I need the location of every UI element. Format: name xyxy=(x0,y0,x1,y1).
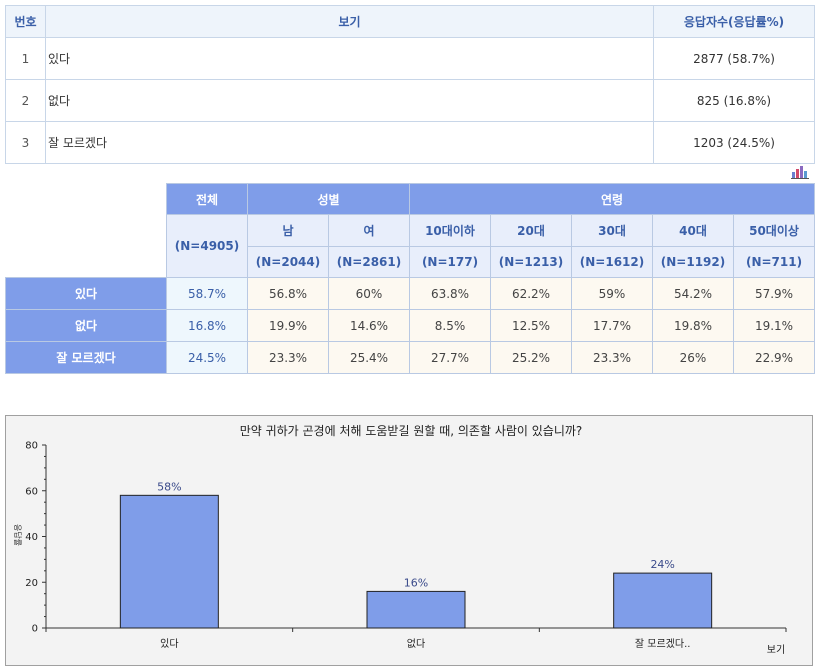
group-header-gender: 성별 xyxy=(247,183,410,215)
y-tick-label: 0 xyxy=(32,624,38,635)
cell: 22.9% xyxy=(732,341,816,374)
col-header: 50대이상 xyxy=(732,214,816,247)
col-n: (N=177) xyxy=(409,246,491,278)
row-label: 없다 xyxy=(45,79,654,122)
response-table: 번호 보기 응답자수(응답률%) 1 있다 2877 (58.7%) 2 없다 … xyxy=(5,5,815,164)
cell: 63.8% xyxy=(409,277,491,310)
bar xyxy=(613,572,713,629)
row-header: 없다 xyxy=(5,309,167,342)
row-label: 잘 모르겠다 xyxy=(45,121,654,164)
cell: 54.2% xyxy=(652,277,734,310)
bar-data-label: 16% xyxy=(404,576,428,589)
table-row: 없다 16.8% 19.9% 14.6% 8.5% 12.5% 17.7% 19… xyxy=(5,309,816,342)
header-count: 응답자수(응답률%) xyxy=(653,5,815,38)
table-row: 잘 모르겠다 24.5% 23.3% 25.4% 27.7% 25.2% 23.… xyxy=(5,341,816,374)
cell: 12.5% xyxy=(490,309,572,342)
row-header: 있다 xyxy=(5,277,167,310)
cell: 19.8% xyxy=(652,309,734,342)
cell: 27.7% xyxy=(409,341,491,374)
cell: 8.5% xyxy=(409,309,491,342)
col-header: 남 xyxy=(247,214,329,247)
col-n: (N=711) xyxy=(732,246,816,278)
bar xyxy=(366,590,466,629)
cell: 56.8% xyxy=(247,277,329,310)
cell: 60% xyxy=(328,277,410,310)
y-tick-label: 40 xyxy=(25,532,38,543)
y-tick-label: 80 xyxy=(25,441,38,452)
header-number: 번호 xyxy=(5,5,46,38)
table-row: 있다 58.7% 56.8% 60% 63.8% 62.2% 59% 54.2%… xyxy=(5,277,816,310)
col-n: (N=2044) xyxy=(247,246,329,278)
bar-chart-svg: 만약 귀하가 곤경에 처해 도움받길 원할 때, 의존할 사람이 있습니까? 응… xyxy=(13,423,787,656)
bar-data-label: 24% xyxy=(650,558,674,571)
row-header: 잘 모르겠다 xyxy=(5,341,167,374)
table-row: 1 있다 2877 (58.7%) xyxy=(5,37,815,80)
x-tick-label: 있다 xyxy=(160,638,178,650)
row-total: 24.5% xyxy=(166,341,248,374)
group-header-age: 연령 xyxy=(408,183,816,215)
cell: 25.4% xyxy=(328,341,410,374)
col-n: (N=1192) xyxy=(652,246,734,278)
chart-title: 만약 귀하가 곤경에 처해 도움받길 원할 때, 의존할 사람이 있습니까? xyxy=(240,423,583,438)
header-option: 보기 xyxy=(45,5,654,38)
cell: 14.6% xyxy=(328,309,410,342)
col-n: (N=2861) xyxy=(328,246,410,278)
col-n: (N=1612) xyxy=(571,246,653,278)
response-table-header: 번호 보기 응답자수(응답률%) xyxy=(5,5,815,38)
bar-data-label: 58% xyxy=(157,480,181,493)
cell: 23.3% xyxy=(247,341,329,374)
table-row: 3 잘 모르겠다 1203 (24.5%) xyxy=(5,121,815,164)
cell: 26% xyxy=(652,341,734,374)
col-header: 30대 xyxy=(571,214,653,247)
row-total: 16.8% xyxy=(166,309,248,342)
x-axis-label: 보기 xyxy=(767,644,785,656)
cell: 57.9% xyxy=(732,277,816,310)
row-value: 825 (16.8%) xyxy=(653,79,815,122)
row-number: 3 xyxy=(5,121,46,164)
row-value: 2877 (58.7%) xyxy=(653,37,815,80)
crosstab-table: 전체 성별 연령 (N=4905) 남 여 10대이하 20대 30대 40대 … xyxy=(5,183,816,374)
y-tick-label: 60 xyxy=(25,486,38,497)
crosstab-corner xyxy=(5,183,167,278)
col-header: 20대 xyxy=(490,214,572,247)
bar-chart-icon[interactable] xyxy=(791,165,809,179)
x-tick-label: 잘 모르겠다.. xyxy=(635,638,691,650)
cell: 23.3% xyxy=(571,341,653,374)
cell: 19.1% xyxy=(732,309,816,342)
row-number: 2 xyxy=(5,79,46,122)
table-row: 2 없다 825 (16.8%) xyxy=(5,79,815,122)
col-header: 10대이하 xyxy=(409,214,491,247)
col-header: 40대 xyxy=(652,214,734,247)
y-tick-label: 20 xyxy=(25,578,38,589)
x-tick-label: 없다 xyxy=(407,637,425,650)
cell: 17.7% xyxy=(571,309,653,342)
row-number: 1 xyxy=(5,37,46,80)
y-axis-label: 응답률 xyxy=(13,524,23,546)
row-total: 58.7% xyxy=(166,277,248,310)
cell: 25.2% xyxy=(490,341,572,374)
col-n: (N=1213) xyxy=(490,246,572,278)
col-header: 여 xyxy=(328,214,410,247)
bar-chart: 만약 귀하가 곤경에 처해 도움받길 원할 때, 의존할 사람이 있습니까? 응… xyxy=(5,415,813,666)
cell: 59% xyxy=(571,277,653,310)
total-n: (N=4905) xyxy=(166,214,248,278)
total-header: 전체 xyxy=(166,183,248,215)
cell: 62.2% xyxy=(490,277,572,310)
row-value: 1203 (24.5%) xyxy=(653,121,815,164)
cell: 19.9% xyxy=(247,309,329,342)
row-label: 있다 xyxy=(45,37,654,80)
bar xyxy=(119,494,219,629)
